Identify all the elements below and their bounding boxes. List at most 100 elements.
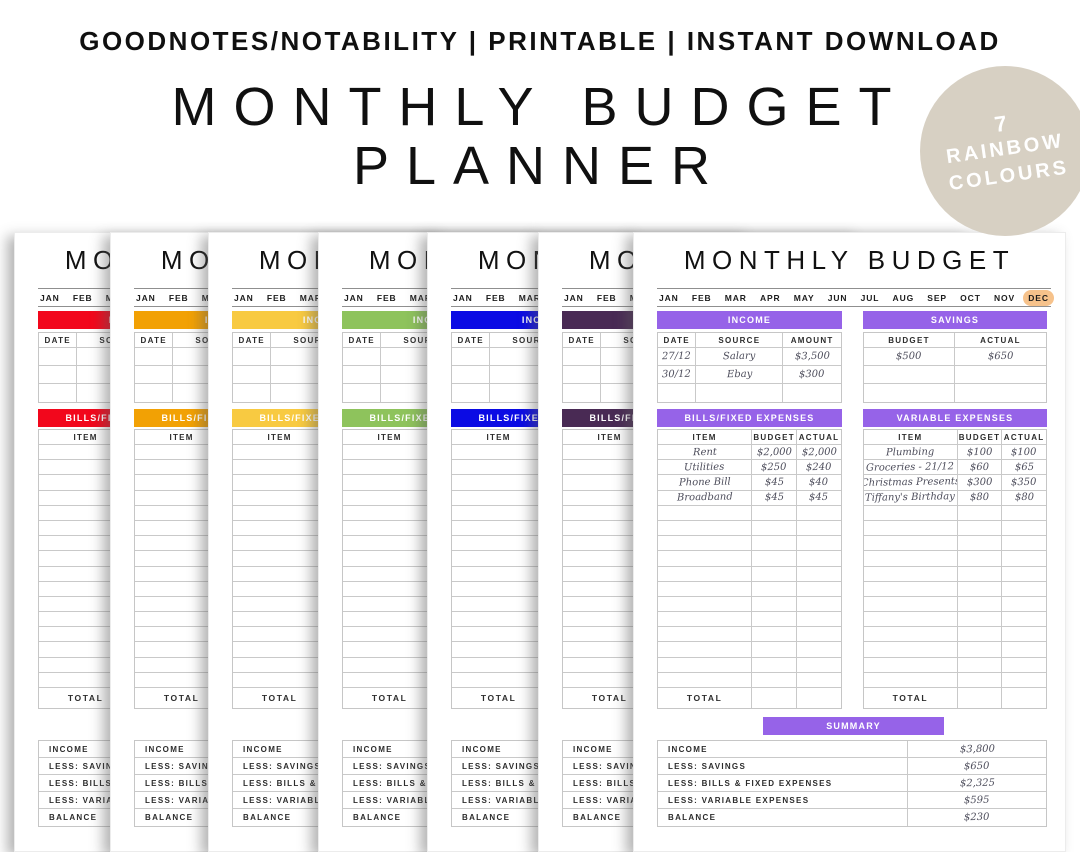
cell-empty (1002, 642, 1046, 656)
cell-filled: INCOME (658, 741, 909, 757)
month-feb: FEB (266, 292, 287, 303)
cell-empty (864, 566, 958, 581)
handwritten-entry: Plumbing (886, 446, 935, 459)
cell-empty (864, 642, 958, 657)
cell-empty (797, 612, 841, 626)
cell-empty (452, 672, 547, 687)
cell-empty (343, 505, 438, 520)
cell-empty (958, 657, 1003, 672)
cell-empty (233, 551, 328, 566)
cell-empty (233, 566, 328, 581)
table-row (658, 384, 841, 402)
month-nov: NOV (993, 292, 1016, 303)
cell-filled: BALANCE (658, 809, 909, 826)
table-row (864, 505, 1046, 521)
cell-empty (452, 566, 547, 581)
cell-empty (452, 366, 491, 383)
cell-empty (233, 627, 328, 642)
cell-empty (752, 642, 798, 657)
handwritten-entry: $45 (764, 491, 784, 504)
cell-empty (783, 384, 841, 402)
cell-filled: $100 (1002, 445, 1046, 459)
cell-filled: $230 (908, 809, 1046, 826)
cell-empty (452, 596, 547, 612)
cell-filled: Groceries - 21/12 (864, 460, 958, 475)
handwritten-entry: $45 (809, 491, 829, 504)
cell-empty (452, 475, 547, 490)
cell-empty (696, 384, 784, 402)
cell-empty (233, 384, 272, 402)
cell-empty (452, 642, 547, 657)
cell-empty (233, 642, 328, 657)
column-header-date: DATE (135, 333, 174, 347)
handwritten-entry: $2,000 (756, 446, 792, 458)
cell-empty (658, 642, 753, 657)
cell-filled: LESS: SAVINGS (658, 758, 909, 774)
cell-filled: LESS: VARIABLE EXPENSES (658, 792, 909, 808)
cell-filled: $80 (958, 490, 1003, 505)
month-mar: MAR (518, 292, 541, 303)
column-header-budget: BUDGET (752, 430, 798, 444)
cell-empty (658, 627, 753, 642)
cell-empty (958, 642, 1003, 657)
table-row (658, 566, 841, 582)
cell-filled: $45 (797, 491, 841, 505)
cell-empty (452, 536, 547, 551)
cell-empty (958, 672, 1003, 687)
total-label: TOTAL (864, 688, 958, 708)
savings-section-bar: SAVINGS (863, 311, 1047, 329)
cell-empty (1002, 536, 1046, 550)
handwritten-entry: $650 (964, 760, 990, 772)
table-row (658, 581, 841, 597)
handwritten-entry: $650 (987, 350, 1014, 363)
cell-empty (864, 672, 958, 687)
handwritten-entry: Phone Bill (678, 476, 731, 489)
cell-empty (955, 366, 1046, 383)
month-jul: JUL (860, 292, 880, 303)
handwritten-entry: $500 (896, 350, 922, 363)
planner-page-purple: MONTHLY BUDGET JAN FEB MAR APR MAY JUN JUL AUG SE… (633, 232, 1066, 852)
table-row: INCOME $3,800 (658, 741, 1046, 758)
cell-empty (343, 672, 438, 687)
month-aug: AUG (892, 292, 915, 303)
cell-empty (658, 657, 753, 672)
table-row (864, 612, 1046, 628)
handwritten-entry: $80 (1014, 491, 1034, 504)
month-feb: FEB (596, 292, 617, 303)
table-row (864, 384, 1046, 402)
cell-empty (1002, 612, 1046, 626)
cell-filled: $45 (752, 475, 798, 490)
cell-empty (658, 505, 753, 520)
cell-empty (233, 445, 328, 460)
table-row: LESS: BILLS & FIXED EXPENSES $2,325 (658, 775, 1046, 792)
column-header-item: ITEM (343, 430, 438, 444)
summary-bar: SUMMARY (763, 717, 944, 735)
month-jan: JAN (564, 292, 584, 303)
total-value-cell (1002, 688, 1046, 708)
table-row (864, 596, 1046, 613)
cell-empty (752, 551, 798, 566)
cell-empty (797, 673, 841, 687)
cell-empty (452, 445, 547, 460)
month-feb: FEB (376, 292, 397, 303)
table-row: Rent $2,000 $2,000 (658, 445, 841, 461)
cell-empty (797, 551, 841, 565)
cell-empty (135, 348, 174, 365)
income-section-bar: INCOME (657, 311, 842, 329)
cell-empty (233, 657, 328, 672)
cell-empty (658, 672, 753, 687)
cell-empty (797, 567, 841, 581)
cell-empty (343, 490, 438, 505)
cell-empty (233, 366, 272, 383)
cell-empty (864, 384, 955, 402)
month-jan: JAN (136, 292, 156, 303)
table-row (658, 642, 841, 658)
handwritten-entry: $80 (969, 491, 990, 504)
handwritten-entry: $60 (969, 461, 990, 473)
month-jan: JAN (659, 292, 679, 303)
cell-empty (864, 551, 958, 566)
cell-empty (864, 627, 958, 642)
handwritten-entry: Ebay (726, 368, 753, 381)
cell-empty (39, 348, 78, 365)
